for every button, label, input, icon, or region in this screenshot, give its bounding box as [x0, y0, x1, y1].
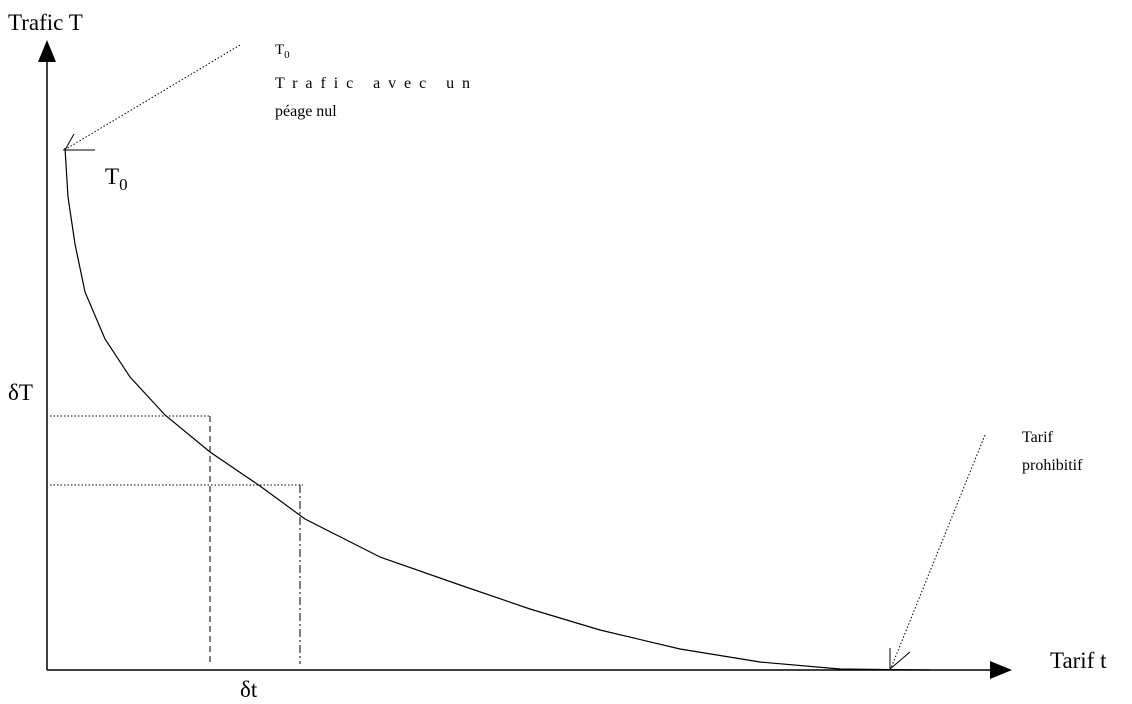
- pointer-arrow: [890, 434, 986, 669]
- y-mark-label: δT: [8, 380, 33, 405]
- annotation-text: Tarif: [1022, 429, 1054, 446]
- y-axis-label: Trafic T: [8, 10, 83, 35]
- y-axis-arrow: [38, 40, 56, 62]
- pointer-arrowhead: [889, 648, 911, 671]
- x-axis-arrow: [990, 661, 1012, 679]
- x-axis-label: Tarif t: [1050, 648, 1107, 673]
- annotation-text: Trafic avec un: [275, 75, 470, 92]
- annotation-text: péage nul: [275, 103, 337, 120]
- demand-curve: [64, 147, 931, 671]
- x-mark-label: δt: [240, 677, 258, 702]
- curve-start-label: T0: [105, 164, 128, 194]
- symbol-letter: T: [275, 42, 284, 58]
- symbol-subscript: 0: [119, 175, 128, 194]
- annotation-text: prohibitif: [1022, 457, 1083, 474]
- symbol: T0: [275, 42, 290, 61]
- symbol-letter: T: [105, 164, 119, 189]
- pointer-arrow: [65, 44, 241, 150]
- symbol-subscript: 0: [284, 49, 290, 61]
